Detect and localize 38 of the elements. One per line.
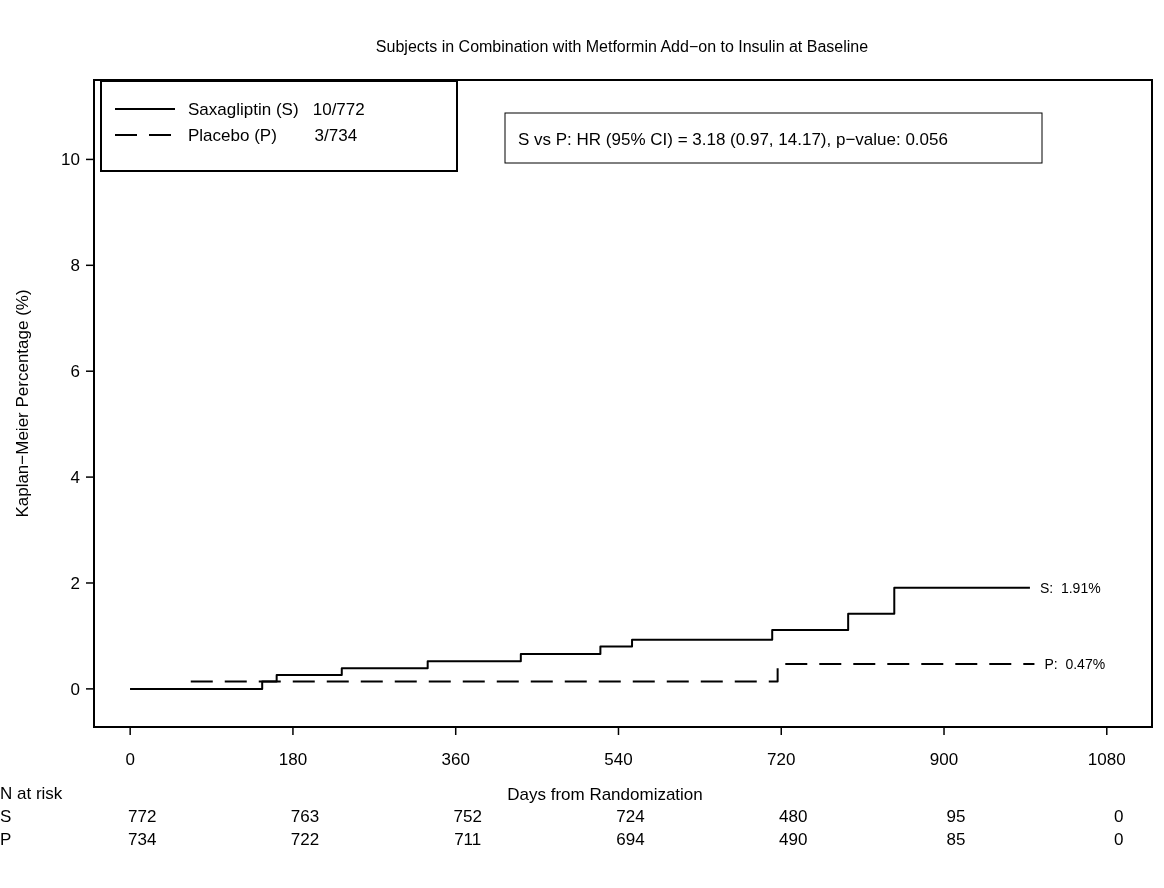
text: 0 — [1114, 830, 1124, 849]
legend-label: Saxagliptin (S) 10/772 — [188, 100, 365, 119]
text: S — [0, 807, 12, 826]
y-axis-title: Kaplan−Meier Percentage (%) — [13, 289, 32, 518]
y-tick-label: 6 — [70, 362, 80, 382]
x-tick-label: 360 — [441, 750, 470, 769]
x-tick-label: 720 — [767, 750, 796, 769]
x-axis-title: Days from Randomization — [507, 785, 703, 804]
text: 694 — [616, 830, 645, 849]
text: 85 — [946, 830, 966, 849]
text: 722 — [290, 830, 320, 849]
x-tick-label: 180 — [278, 750, 308, 769]
text: P — [0, 830, 12, 849]
y-tick-label: 4 — [70, 468, 80, 488]
annotation: P: 0.47% — [1044, 655, 1106, 672]
x-tick-label: 1080 — [1087, 750, 1126, 769]
y-tick-label: 10 — [61, 150, 80, 170]
text: 0 — [1114, 807, 1124, 826]
legend-label: Placebo (P) 3/734 — [188, 126, 358, 145]
text: 490 — [779, 830, 808, 849]
annotation: S vs P: HR (95% CI) = 3.18 (0.97, 14.17), p−value: 0.056 — [518, 130, 948, 149]
y-tick-label: 2 — [70, 573, 80, 593]
x-tick-label: 0 — [125, 750, 135, 769]
text: 711 — [454, 830, 482, 849]
y-tick-label: 0 — [70, 679, 80, 699]
chart-title: Subjects in Combination with Metformin Add−on to Insulin at Baseline — [375, 38, 869, 55]
text: 752 — [453, 807, 482, 826]
text: 734 — [127, 830, 157, 849]
text: 480 — [779, 807, 808, 826]
y-tick-label: 8 — [70, 256, 80, 276]
text: 724 — [616, 807, 645, 826]
x-tick-label: 900 — [929, 750, 959, 769]
text: 763 — [290, 807, 320, 826]
text: N at risk — [0, 784, 63, 803]
annotation: S: 1.91% — [1039, 579, 1101, 596]
text: 95 — [946, 807, 966, 826]
text: 772 — [127, 807, 157, 826]
x-tick-label: 540 — [604, 750, 633, 769]
